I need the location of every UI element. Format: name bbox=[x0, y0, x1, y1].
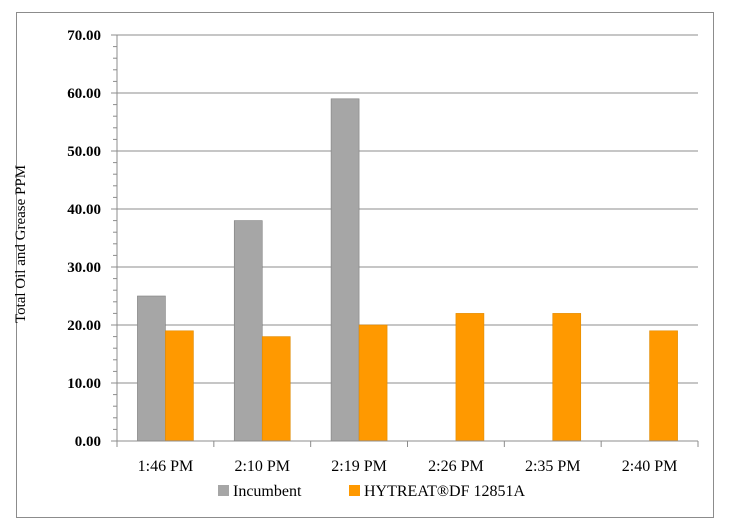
y-tick-label: 10.00 bbox=[67, 376, 101, 392]
bar-hytreat bbox=[649, 330, 678, 442]
labels: 0.00 10.00 20.00 30.00 40.00 50.00 60.00 70.00 1… bbox=[67, 28, 677, 475]
bar-incumbent bbox=[233, 220, 263, 442]
gridlines bbox=[117, 34, 698, 384]
x-tick-label: 2:40 PM bbox=[622, 458, 678, 475]
x-tick-label: 2:26 PM bbox=[428, 458, 484, 475]
x-tick-label: 2:10 PM bbox=[234, 458, 290, 475]
bar-incumbent bbox=[137, 295, 166, 442]
bar-hytreat bbox=[552, 313, 582, 442]
x-tick-label: 1:46 PM bbox=[138, 458, 194, 475]
legend-swatch bbox=[349, 485, 360, 496]
legend-swatch bbox=[218, 485, 229, 496]
bar-hytreat bbox=[165, 330, 194, 442]
y-axis-title: Total Oil and Grease PPM bbox=[13, 165, 29, 323]
y-tick-label: 50.00 bbox=[67, 144, 101, 160]
bar-hytreat bbox=[455, 313, 485, 442]
y-tick-label: 20.00 bbox=[67, 318, 101, 334]
bar-hytreat bbox=[358, 324, 388, 442]
y-tick-label: 60.00 bbox=[67, 86, 101, 102]
bar-incumbent bbox=[330, 98, 360, 442]
x-tick-label: 2:19 PM bbox=[331, 458, 387, 475]
y-tick-label: 0.00 bbox=[75, 434, 101, 450]
bar-hytreat bbox=[261, 336, 291, 442]
legend: Incumbent HYTREAT®DF 12851A bbox=[218, 483, 525, 500]
bars bbox=[137, 98, 678, 442]
axes bbox=[111, 34, 699, 447]
legend-label: HYTREAT®DF 12851A bbox=[364, 483, 525, 500]
legend-label: Incumbent bbox=[233, 483, 302, 500]
y-tick-label: 70.00 bbox=[67, 28, 101, 44]
y-tick-label: 30.00 bbox=[67, 260, 101, 276]
y-tick-label: 40.00 bbox=[67, 202, 101, 218]
x-tick-label: 2:35 PM bbox=[525, 458, 581, 475]
